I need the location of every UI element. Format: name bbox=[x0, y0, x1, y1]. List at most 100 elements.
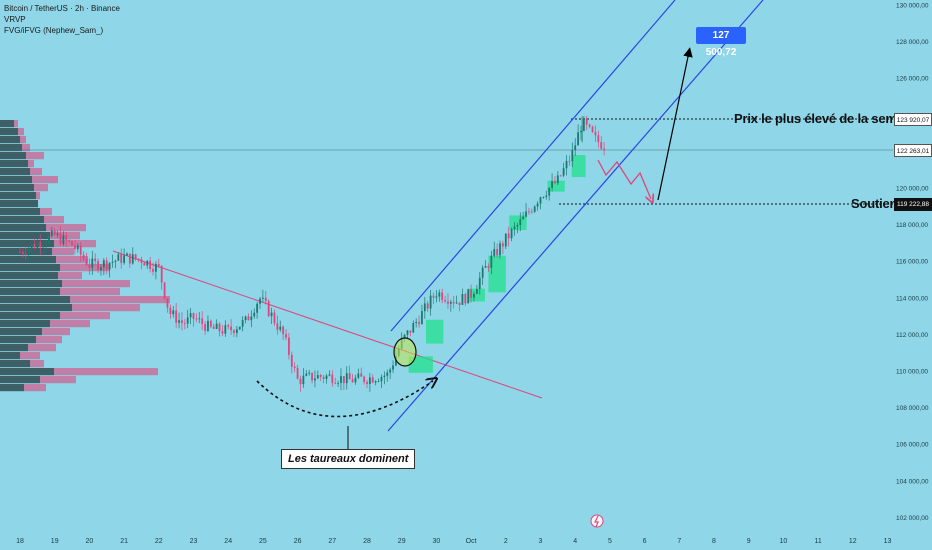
vp-bar-down bbox=[60, 312, 110, 320]
candle-body bbox=[458, 302, 461, 305]
candle-body bbox=[152, 268, 154, 272]
candle-body bbox=[481, 267, 484, 278]
candle-body bbox=[91, 258, 94, 268]
candle-body bbox=[351, 379, 354, 383]
candle-body bbox=[207, 320, 209, 331]
candle-body bbox=[452, 301, 455, 304]
candle-body bbox=[539, 197, 542, 204]
candle-body bbox=[305, 373, 308, 376]
price-axis[interactable]: 102 000,00 104 000,00 106 000,00 108 000,00… bbox=[896, 3, 929, 522]
time-tick-label: 28 bbox=[363, 538, 371, 545]
vp-bar-up bbox=[0, 216, 44, 224]
time-tick-label: 7 bbox=[677, 538, 681, 545]
vp-bar-down bbox=[30, 360, 44, 368]
event-marker[interactable] bbox=[590, 514, 604, 528]
price-tick-label: 106 000,00 bbox=[896, 442, 929, 449]
price-tick-label: 130 000,00 bbox=[896, 3, 929, 10]
candle-body bbox=[594, 132, 597, 136]
candle-body bbox=[85, 258, 88, 265]
candle-body bbox=[62, 235, 65, 245]
vp-bar-up bbox=[0, 288, 60, 296]
fvg-zone bbox=[488, 255, 506, 293]
candle-body bbox=[183, 323, 186, 324]
vp-bar-up bbox=[0, 136, 20, 144]
candle-body bbox=[39, 242, 42, 248]
price-tick-label: 120 000,00 bbox=[896, 186, 929, 193]
candle-body bbox=[377, 381, 380, 383]
candle-body bbox=[519, 219, 522, 226]
candle-body bbox=[215, 323, 218, 329]
symbol-title[interactable]: Bitcoin / TetherUS · 2h · Binance bbox=[4, 4, 120, 13]
vp-bar-up bbox=[0, 280, 62, 288]
time-tick-label: 22 bbox=[155, 538, 163, 545]
candle-body bbox=[235, 329, 238, 334]
price-tick-label: 126 000,00 bbox=[896, 76, 929, 83]
candle-body bbox=[299, 378, 302, 385]
vp-bar-up bbox=[0, 264, 60, 272]
price-tick-label: 104 000,00 bbox=[896, 478, 929, 485]
candle-body bbox=[562, 168, 565, 176]
candle-body bbox=[496, 249, 499, 256]
candle-body bbox=[227, 325, 230, 327]
vp-bar-down bbox=[58, 272, 82, 280]
candle-body bbox=[186, 317, 189, 324]
candle-body bbox=[97, 261, 99, 271]
candle-body bbox=[556, 175, 559, 184]
candle-body bbox=[30, 243, 33, 249]
candle-body bbox=[59, 233, 62, 245]
candle-body bbox=[432, 295, 435, 298]
candle-body bbox=[53, 230, 56, 235]
time-axis[interactable]: 18 19 20 21 22 23 24 25 26 27 28 29 30 Oct 2 3 4 5 6 7 8 9 10 1… bbox=[16, 538, 891, 545]
vp-bar-down bbox=[50, 320, 90, 328]
candle-body bbox=[516, 225, 519, 227]
candle-body bbox=[429, 295, 432, 309]
vp-bar-up bbox=[0, 232, 50, 240]
candle-body bbox=[279, 326, 282, 330]
candle-body bbox=[233, 330, 235, 334]
vp-bar-down bbox=[72, 304, 140, 312]
time-tick-label: 27 bbox=[328, 538, 336, 545]
candle-body bbox=[178, 320, 180, 323]
candle-body bbox=[354, 377, 357, 383]
price-tick-label: 112 000,00 bbox=[896, 332, 928, 339]
candle-body bbox=[455, 302, 458, 304]
candle-body bbox=[36, 242, 39, 248]
weekly-high-price-label: 123 920,07 bbox=[894, 113, 932, 126]
candle-body bbox=[342, 376, 345, 384]
vp-bar-up bbox=[0, 352, 20, 360]
time-tick-label: 21 bbox=[120, 538, 128, 545]
vp-bar-up bbox=[0, 200, 38, 208]
candle-body bbox=[79, 245, 82, 255]
candle-body bbox=[48, 235, 50, 244]
candle-body bbox=[568, 160, 571, 162]
candle-body bbox=[65, 235, 68, 241]
time-tick-label: 30 bbox=[433, 538, 441, 545]
channel-lower-line bbox=[387, 0, 764, 432]
candle-body bbox=[412, 322, 415, 333]
candle-body bbox=[548, 187, 551, 196]
candle-body bbox=[418, 321, 420, 325]
candle-body bbox=[282, 326, 285, 335]
candle-body bbox=[345, 373, 348, 384]
indicator-fvg[interactable]: FVG/iFVG (Nephew_Sam_) bbox=[4, 26, 104, 35]
time-tick-label: 9 bbox=[747, 538, 751, 545]
candle-body bbox=[600, 142, 603, 149]
candle-body bbox=[296, 367, 299, 379]
candle-body bbox=[409, 330, 412, 333]
candle-body bbox=[166, 298, 169, 308]
vp-bar-up bbox=[0, 208, 40, 216]
candle-body bbox=[100, 267, 102, 271]
candle-body bbox=[308, 372, 311, 374]
candle-body bbox=[319, 375, 322, 377]
fvg-zones bbox=[408, 155, 586, 373]
support-annotation: Soutien bbox=[851, 196, 898, 211]
candle-body bbox=[580, 130, 582, 133]
vp-bar-up bbox=[0, 272, 58, 280]
indicator-vrvp[interactable]: VRVP bbox=[4, 15, 26, 24]
candle-body bbox=[172, 310, 175, 315]
candle-body bbox=[224, 325, 227, 334]
candle-body bbox=[603, 148, 606, 150]
candle-body bbox=[195, 318, 198, 320]
candle-body bbox=[68, 240, 71, 242]
